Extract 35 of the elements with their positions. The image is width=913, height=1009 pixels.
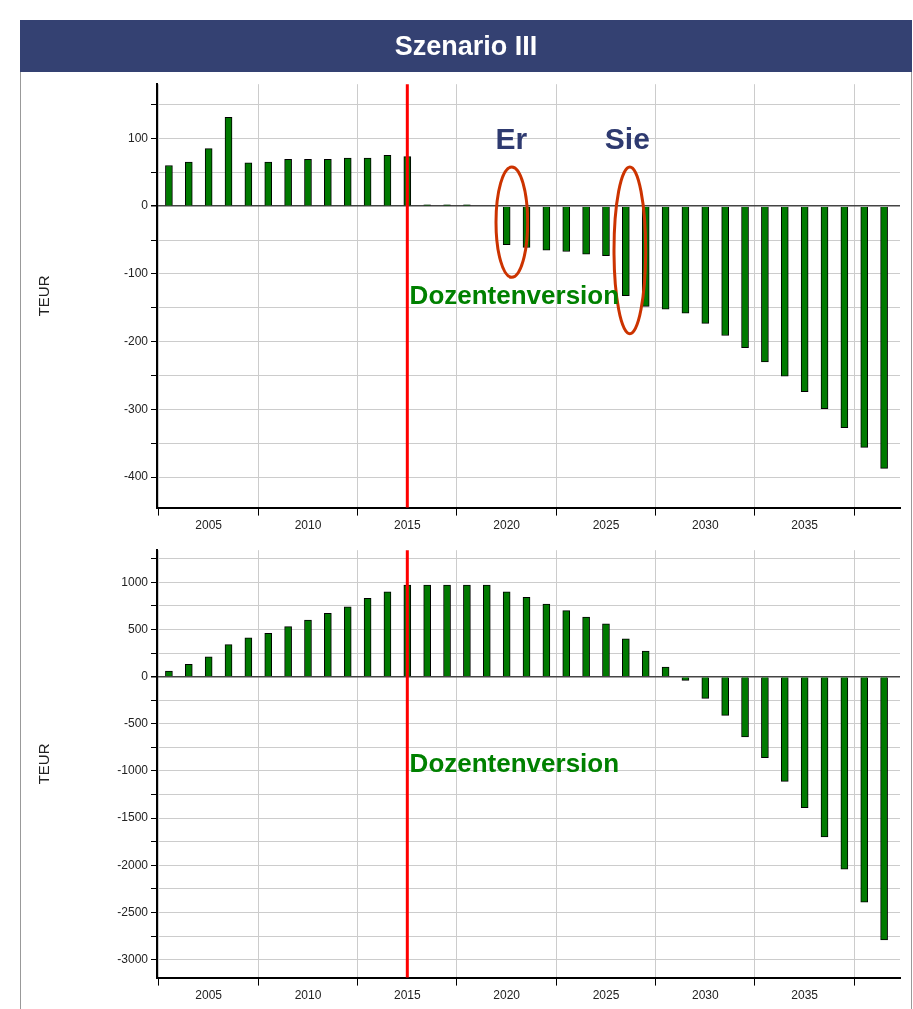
chart-title: Szenario III [20, 20, 912, 72]
y-tick-label: -1500 [117, 810, 149, 825]
y-tick-label: 0 [141, 668, 149, 683]
y-tick-label: -2000 [117, 857, 149, 872]
y-tick-label: -2500 [117, 904, 149, 919]
y-tick-label: 500 [127, 621, 149, 636]
annotation: Er [495, 122, 528, 157]
y-axis-title: TEUR [35, 275, 53, 317]
y-tick-label: -300 [123, 401, 149, 416]
x-tick-label: 2035 [791, 988, 819, 1003]
x-tick-label: 2030 [691, 518, 719, 533]
y-tick-label: -200 [123, 333, 149, 348]
y-tick-label: -3000 [117, 951, 149, 966]
x-tick-label: 2005 [195, 518, 223, 533]
x-tick-label: 2025 [592, 518, 620, 533]
x-tick-label: 2030 [691, 988, 719, 1003]
x-tick-label: 2025 [592, 988, 620, 1003]
annotation: Dozentenversion [409, 747, 620, 779]
y-tick-label: -100 [123, 266, 149, 281]
x-tick-label: 2035 [791, 518, 819, 533]
x-tick-label: 2015 [393, 988, 421, 1003]
x-tick-label: 2010 [294, 518, 322, 533]
y-tick-label: -500 [123, 716, 149, 731]
y-tick-label: 0 [141, 198, 149, 213]
annotation: Sie [604, 122, 650, 157]
x-tick-label: 2020 [493, 988, 521, 1003]
y-tick-label: -1000 [117, 763, 149, 778]
x-tick-label: 2010 [294, 988, 322, 1003]
y-tick-label: 1000 [121, 574, 149, 589]
x-tick-label: 2005 [195, 988, 223, 1003]
x-tick-label: 2015 [393, 518, 421, 533]
y-axis-title: TEUR [35, 743, 53, 785]
y-tick-label: -400 [123, 469, 149, 484]
x-tick-label: 2020 [493, 518, 521, 533]
y-tick-label: 100 [127, 130, 149, 145]
